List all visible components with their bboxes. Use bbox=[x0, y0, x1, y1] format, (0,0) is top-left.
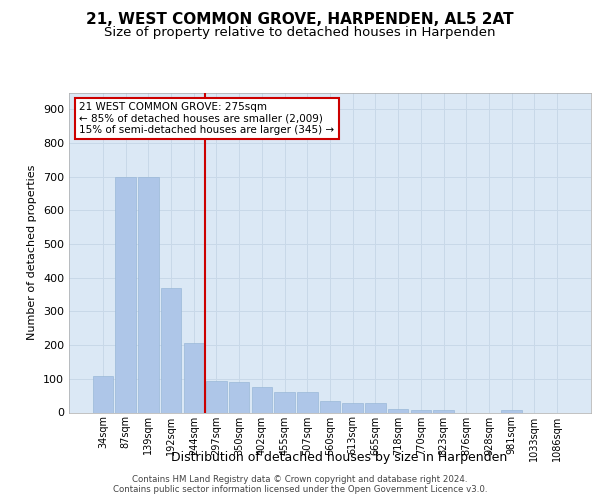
Bar bbox=[138, 176, 158, 412]
Bar bbox=[297, 392, 317, 412]
Bar bbox=[388, 409, 409, 412]
Bar bbox=[93, 376, 113, 412]
Text: Contains HM Land Registry data © Crown copyright and database right 2024.
Contai: Contains HM Land Registry data © Crown c… bbox=[113, 474, 487, 494]
Bar bbox=[410, 410, 431, 412]
Y-axis label: Number of detached properties: Number of detached properties bbox=[28, 165, 37, 340]
Bar bbox=[251, 387, 272, 412]
Text: 21, WEST COMMON GROVE, HARPENDEN, AL5 2AT: 21, WEST COMMON GROVE, HARPENDEN, AL5 2A… bbox=[86, 12, 514, 28]
Bar bbox=[365, 404, 386, 412]
Bar bbox=[274, 392, 295, 412]
Text: 21 WEST COMMON GROVE: 275sqm
← 85% of detached houses are smaller (2,009)
15% of: 21 WEST COMMON GROVE: 275sqm ← 85% of de… bbox=[79, 102, 335, 136]
Bar bbox=[229, 382, 250, 412]
Text: Size of property relative to detached houses in Harpenden: Size of property relative to detached ho… bbox=[104, 26, 496, 39]
Bar bbox=[206, 381, 227, 412]
Bar bbox=[343, 404, 363, 412]
Text: Distribution of detached houses by size in Harpenden: Distribution of detached houses by size … bbox=[171, 451, 507, 464]
Bar bbox=[502, 410, 522, 412]
Bar bbox=[115, 176, 136, 412]
Bar bbox=[433, 410, 454, 412]
Bar bbox=[320, 402, 340, 412]
Bar bbox=[184, 344, 204, 412]
Bar bbox=[161, 288, 181, 412]
